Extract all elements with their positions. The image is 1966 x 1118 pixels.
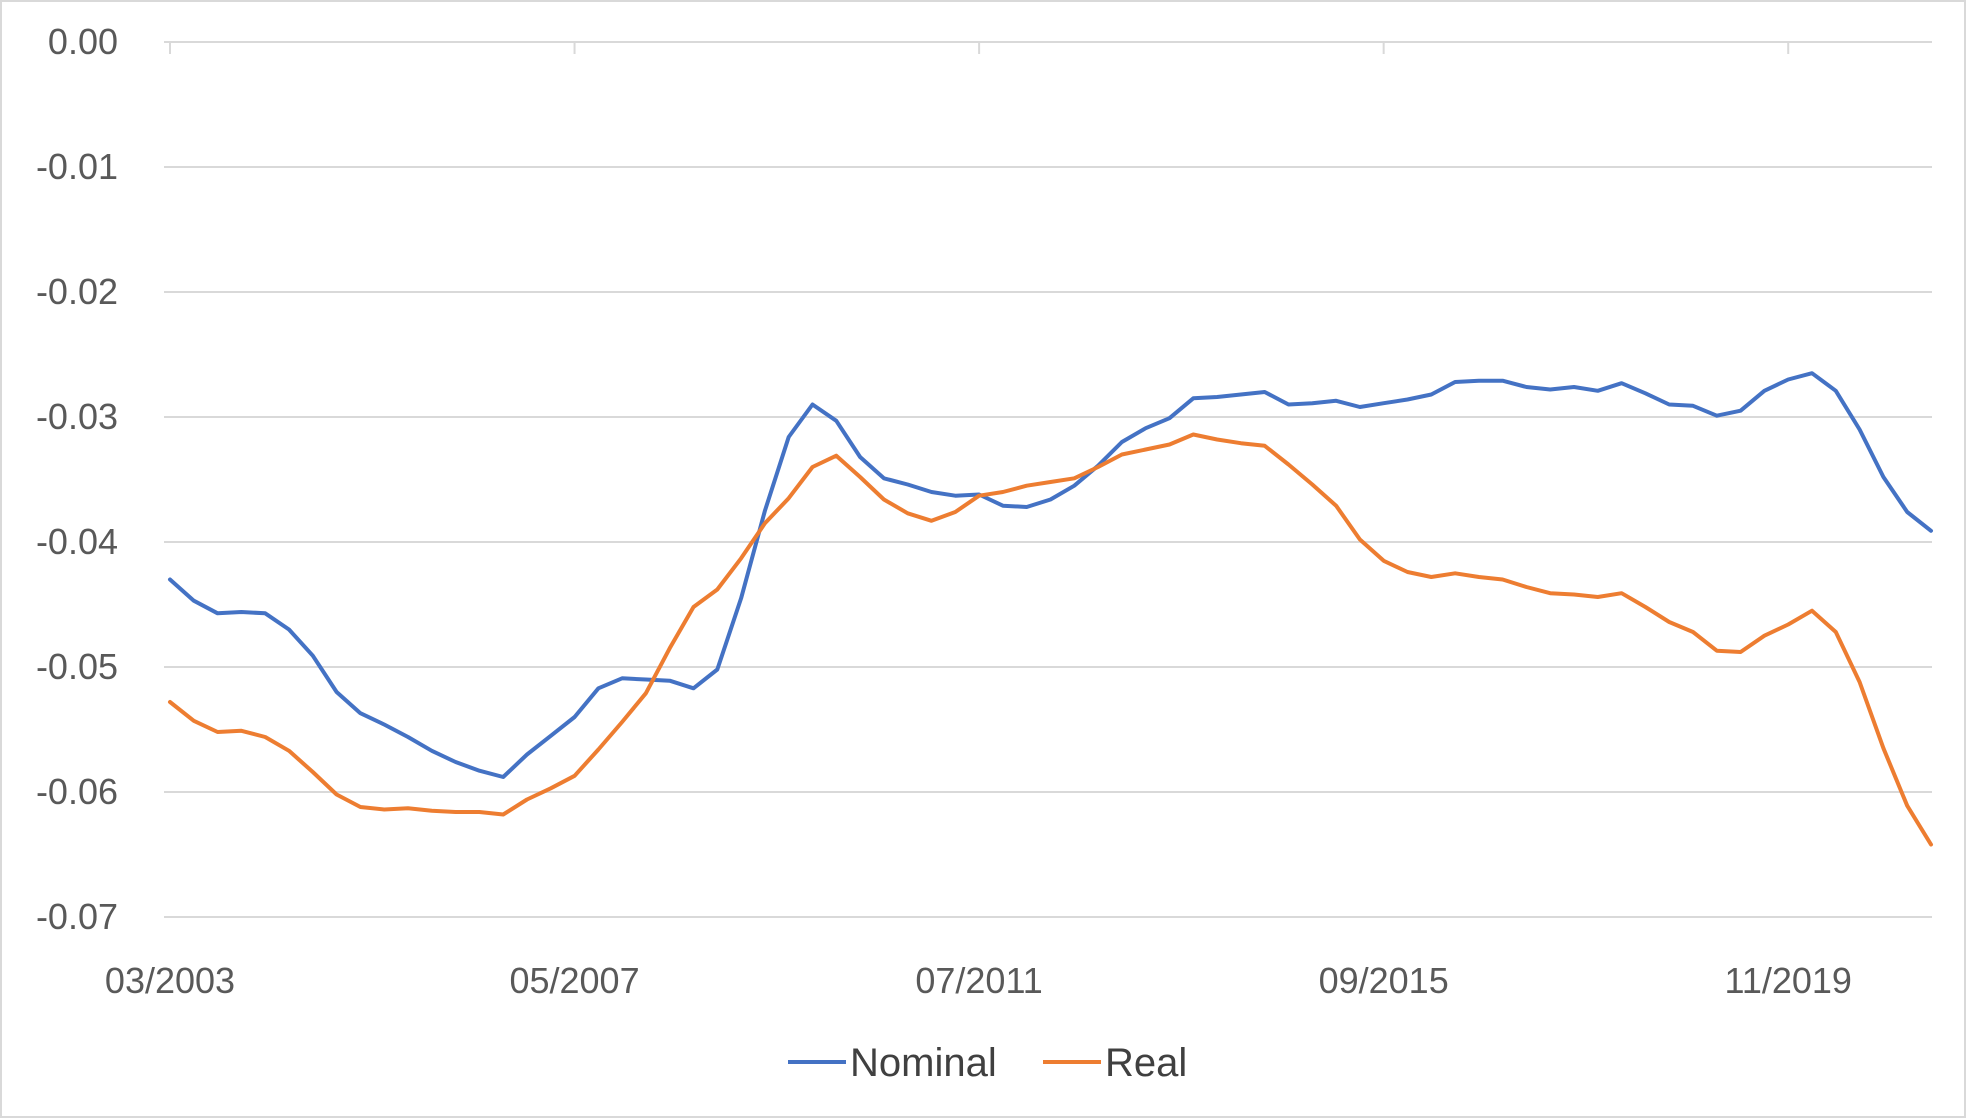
y-tick-label: -0.02: [36, 271, 118, 312]
gridlines: [164, 41, 1932, 918]
x-tick-label: 11/2019: [1724, 960, 1851, 1001]
y-tick-label: 0.00: [48, 21, 118, 62]
x-tick-label: 07/2011: [915, 960, 1042, 1001]
y-tick-label: -0.01: [36, 146, 118, 187]
series-line-nominal: [168, 371, 1933, 779]
y-axis: 0.00 -0.01 -0.02 -0.03 -0.04 -0.05 -0.06 -0.07: [36, 21, 118, 937]
x-axis: 03/2003 05/2007 07/2011 09/2015 11/2019: [105, 41, 1932, 1001]
y-tick-label: -0.05: [36, 646, 118, 687]
y-tick-label: -0.07: [36, 896, 118, 937]
legend: Nominal Real: [788, 1041, 1187, 1085]
x-tick-label: 05/2007: [509, 960, 639, 1001]
x-tick-label: 09/2015: [1319, 960, 1449, 1001]
series-lines: [168, 371, 1933, 847]
y-tick-label: -0.06: [36, 771, 118, 812]
series-line-real: [168, 432, 1933, 847]
x-tick-label: 03/2003: [105, 960, 235, 1001]
y-tick-label: -0.04: [36, 521, 118, 562]
legend-label-real: Real: [1105, 1041, 1187, 1085]
y-tick-label: -0.03: [36, 396, 118, 437]
legend-label-nominal: Nominal: [850, 1041, 997, 1085]
